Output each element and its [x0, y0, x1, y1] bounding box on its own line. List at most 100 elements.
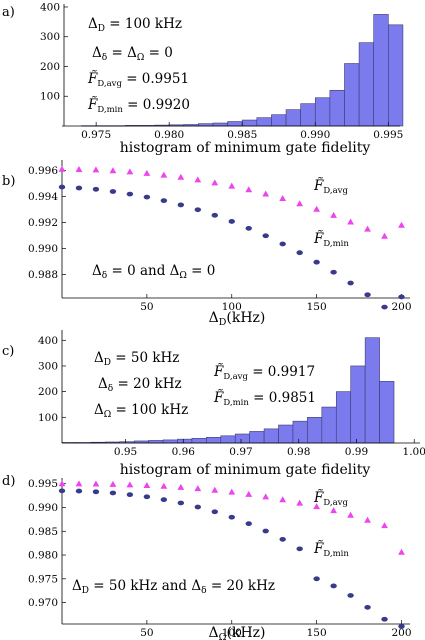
y-tick-label-a: 300	[40, 31, 60, 43]
y-tick-label-b: 0.988	[28, 269, 58, 281]
point-favg-b	[330, 211, 338, 218]
histogram-bar-c	[162, 439, 178, 444]
x-tick-label-b: 100	[222, 301, 242, 313]
point-favg-b	[109, 167, 117, 174]
point-favg-d	[58, 480, 66, 487]
y-tick-label-d: 0.985	[28, 526, 58, 538]
point-favg-b	[58, 165, 66, 172]
panel-a: a) 0.975 0.980 0.985 0.990 0.995 100 200 300 400…	[2, 1, 403, 156]
series-label-d-favg: F̃D,avg	[313, 490, 348, 508]
panel-label-a: a)	[2, 5, 15, 20]
histogram-bar-a	[344, 63, 360, 127]
histogram-bars-a	[81, 14, 404, 127]
point-favg-b	[245, 186, 253, 193]
point-fmin-b	[211, 212, 218, 218]
point-favg-d	[211, 486, 219, 493]
point-favg-b	[313, 205, 321, 212]
annotation-c-fmin: F̃D,min = 0.9851	[213, 390, 316, 408]
point-favg-d	[228, 488, 236, 495]
x-axis-label-b: ΔD(kHz)	[209, 310, 266, 328]
x-tick-label-c: 0.99	[345, 446, 368, 458]
y-tick-label-d: 0.975	[28, 573, 58, 585]
point-fmin-d	[92, 489, 100, 495]
histogram-bar-a	[227, 121, 243, 127]
x-tick-label-d: 150	[307, 627, 327, 639]
annotation-a-fmin: F̃D,min = 0.9920	[87, 97, 190, 115]
x-tick-label-a: 0.990	[300, 129, 330, 141]
histogram-bar-c	[249, 431, 265, 444]
x-tick-label-b: 50	[140, 301, 153, 313]
annotation-c-delta: Δδ = 20 kHz	[98, 376, 182, 394]
point-fmin-b	[109, 189, 117, 194]
point-favg-d	[245, 490, 253, 497]
point-favg-b	[92, 166, 100, 173]
point-fmin-d	[262, 528, 269, 534]
point-favg-d	[330, 507, 338, 514]
point-favg-b	[143, 169, 151, 176]
histogram-bar-c	[206, 437, 222, 444]
series-label-d-fmin: F̃D,min	[313, 541, 349, 559]
point-fmin-b	[58, 184, 66, 190]
point-fmin-b	[262, 233, 269, 239]
point-fmin-b	[75, 185, 83, 191]
panel-d: d) 50 100 150 200 0.970 0.975 0.980 0.985 0.990 0…	[2, 474, 412, 640]
point-fmin-d	[109, 490, 117, 496]
x-tick-label-a: 0.980	[154, 129, 184, 141]
point-fmin-b	[381, 304, 388, 310]
histogram-bar-c	[220, 435, 236, 444]
panel-b: b) 50 100 150 2000.9880.9900.9920.9940.996 …	[2, 160, 412, 328]
y-tick-label-b: 0.992	[28, 217, 58, 229]
point-favg-d	[177, 483, 185, 490]
scatter-points-b	[58, 165, 405, 310]
y-tick-label-b: 0.996	[28, 165, 58, 177]
point-favg-d	[296, 499, 304, 506]
point-fmin-d	[126, 492, 134, 498]
series-label-b-favg: F̃D,avg	[313, 178, 348, 196]
x-tick-label-c: 0.98	[287, 446, 310, 458]
point-fmin-b	[194, 207, 202, 213]
point-fmin-d	[347, 593, 354, 598]
y-tick-label-d: 0.995	[28, 478, 58, 490]
point-favg-b	[279, 195, 287, 202]
point-fmin-d	[58, 488, 66, 494]
histogram-bar-c	[350, 365, 366, 444]
point-fmin-d	[313, 576, 320, 582]
point-fmin-b	[160, 198, 168, 204]
point-favg-b	[228, 182, 236, 189]
annotation-d: ΔD = 50 kHz and Δδ = 20 kHz	[72, 578, 275, 596]
point-fmin-d	[279, 536, 286, 542]
histogram-bar-a	[300, 103, 316, 127]
point-fmin-b	[347, 280, 354, 286]
y-tick-label-c: 400	[38, 335, 58, 347]
histogram-bar-c	[191, 438, 207, 444]
annotation-b: Δδ = 0 and ΔΩ = 0	[92, 263, 215, 281]
annotation-c-detuning: ΔD = 50 kHz	[94, 350, 179, 368]
y-tick-label-d: 0.990	[28, 502, 58, 514]
histogram-bar-a	[271, 114, 287, 127]
histogram-bar-a	[256, 117, 272, 127]
point-favg-b	[160, 171, 168, 178]
histogram-bar-c	[307, 417, 323, 444]
histogram-bar-c	[379, 381, 395, 444]
y-tick-label-a: 100	[40, 91, 60, 103]
point-favg-b	[126, 168, 134, 175]
annotations-a: ΔD = 100 kHz Δδ = ΔΩ = 0 F̃D,avg = 0.995…	[87, 16, 190, 115]
point-favg-d	[194, 485, 202, 492]
point-fmin-d	[364, 604, 371, 610]
annotation-a-favg: F̃D,avg = 0.9951	[87, 71, 189, 89]
annotation-c-omega: ΔΩ = 100 kHz	[94, 402, 188, 420]
point-fmin-b	[296, 250, 303, 256]
point-favg-d	[398, 548, 405, 555]
histogram-bar-c	[292, 420, 308, 444]
point-fmin-d	[143, 494, 151, 500]
point-favg-d	[262, 493, 270, 500]
point-fmin-d	[75, 488, 83, 494]
point-fmin-b	[228, 219, 235, 224]
x-tick-label-a: 0.985	[227, 129, 257, 141]
point-fmin-d	[398, 623, 405, 629]
point-favg-d	[92, 480, 100, 487]
point-favg-d	[381, 522, 388, 529]
histogram-bar-c	[234, 433, 250, 444]
histogram-bar-a	[388, 24, 404, 127]
